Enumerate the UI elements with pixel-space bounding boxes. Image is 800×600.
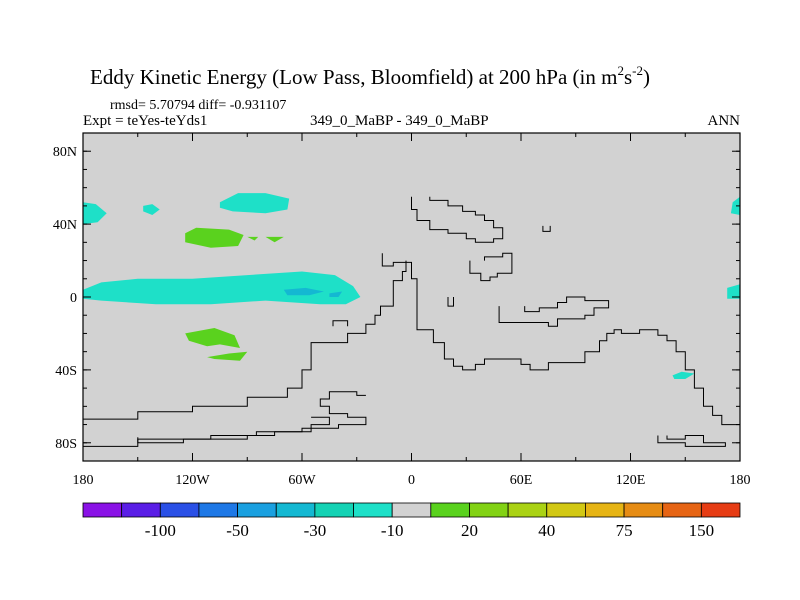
y-tick-label-4: 80S — [55, 437, 77, 452]
y-tick-label-2: 0 — [70, 291, 77, 306]
contour-region-7 — [185, 227, 244, 248]
contour-region-13 — [329, 291, 343, 297]
colorbar-swatch-2 — [159, 502, 200, 518]
contour-region-4 — [730, 196, 740, 215]
colorbar-label-1: -50 — [226, 521, 249, 540]
colorbar-swatch-14 — [623, 502, 664, 518]
stats-label: rmsd= 5.70794 diff= -0.931107 — [110, 98, 286, 113]
axis-tick-layer: 180 120W 60W 0 60E 120E 180 80N 40N 0 40S 80S — [53, 132, 751, 488]
colorbar: -100 -50 -30 -10 20 40 75 150 — [82, 502, 741, 540]
experiment-label: Expt = teYes-teYds1 — [83, 113, 207, 129]
coastline-east-patch — [657, 435, 726, 447]
contour-region-1 — [83, 202, 107, 225]
coastline-antarctic-coast — [83, 391, 367, 447]
contour-region-11 — [207, 351, 248, 361]
coastline-antarctic-bottom — [137, 416, 330, 444]
colorbar-swatch-0 — [82, 502, 123, 518]
contour-region-0 — [83, 271, 361, 305]
y-tick-label-1: 40N — [53, 218, 77, 233]
season-label: ANN — [708, 113, 741, 129]
colorbar-swatch-10 — [469, 502, 509, 518]
colorbar-swatch-12 — [546, 502, 586, 518]
contour-fill-layer — [83, 193, 740, 379]
colorbar-swatch-7 — [353, 502, 393, 518]
colorbar-label-4: 20 — [461, 521, 478, 540]
x-tick-label-2: 60W — [288, 473, 316, 488]
coastline-layer — [83, 196, 740, 447]
coastline-africa-inner — [83, 260, 407, 420]
colorbar-label-6: 75 — [616, 521, 633, 540]
contour-region-10 — [185, 328, 240, 348]
coastline-north-box — [411, 196, 504, 243]
x-tick-label-0: 180 — [73, 473, 94, 488]
coastline-small-island-a — [447, 297, 454, 307]
coastline-islet — [542, 225, 551, 232]
case-label: 349_0_MaBP - 349_0_MaBP — [310, 113, 489, 129]
colorbar-label-2: -30 — [304, 521, 327, 540]
colorbar-swatch-1 — [121, 502, 161, 518]
colorbar-label-5: 40 — [538, 521, 555, 540]
x-tick-label-5: 120E — [616, 473, 646, 488]
coastline-mid-bar — [498, 296, 610, 327]
colorbar-label-3: -10 — [381, 521, 404, 540]
colorbar-swatch-8 — [391, 502, 432, 518]
colorbar-swatch-15 — [662, 502, 702, 518]
colorbar-swatch-5 — [275, 502, 316, 518]
x-tick-label-6: 180 — [730, 473, 751, 488]
chart-title: Eddy Kinetic Energy (Low Pass, Bloomfiel… — [90, 63, 650, 89]
coastline-small-island-b — [332, 320, 349, 327]
colorbar-swatch-13 — [585, 502, 625, 518]
colorbar-swatch-11 — [507, 502, 548, 518]
x-tick-label-4: 60E — [510, 473, 533, 488]
contour-region-9 — [265, 236, 284, 243]
x-tick-label-3: 0 — [408, 473, 415, 488]
x-tick-label-1: 120W — [175, 473, 210, 488]
coastline-loop-lake — [469, 252, 513, 282]
contour-region-12 — [283, 287, 324, 296]
contour-region-8 — [247, 236, 259, 241]
colorbar-swatch-3 — [198, 502, 238, 518]
colorbar-swatch-6 — [314, 502, 354, 518]
colorbar-swatch-9 — [430, 502, 470, 518]
contour-region-2 — [143, 204, 160, 215]
contour-region-6 — [672, 371, 695, 379]
contour-region-5 — [727, 284, 740, 299]
y-tick-label-3: 40S — [55, 364, 77, 379]
colorbar-label-0: -100 — [145, 521, 176, 540]
coastline-america-outline — [381, 253, 740, 426]
colorbar-swatch-16 — [700, 502, 741, 518]
colorbar-label-7: 150 — [689, 521, 715, 540]
y-tick-label-0: 80N — [53, 145, 77, 160]
colorbar-swatch-4 — [237, 502, 277, 518]
contour-region-3 — [219, 193, 290, 214]
